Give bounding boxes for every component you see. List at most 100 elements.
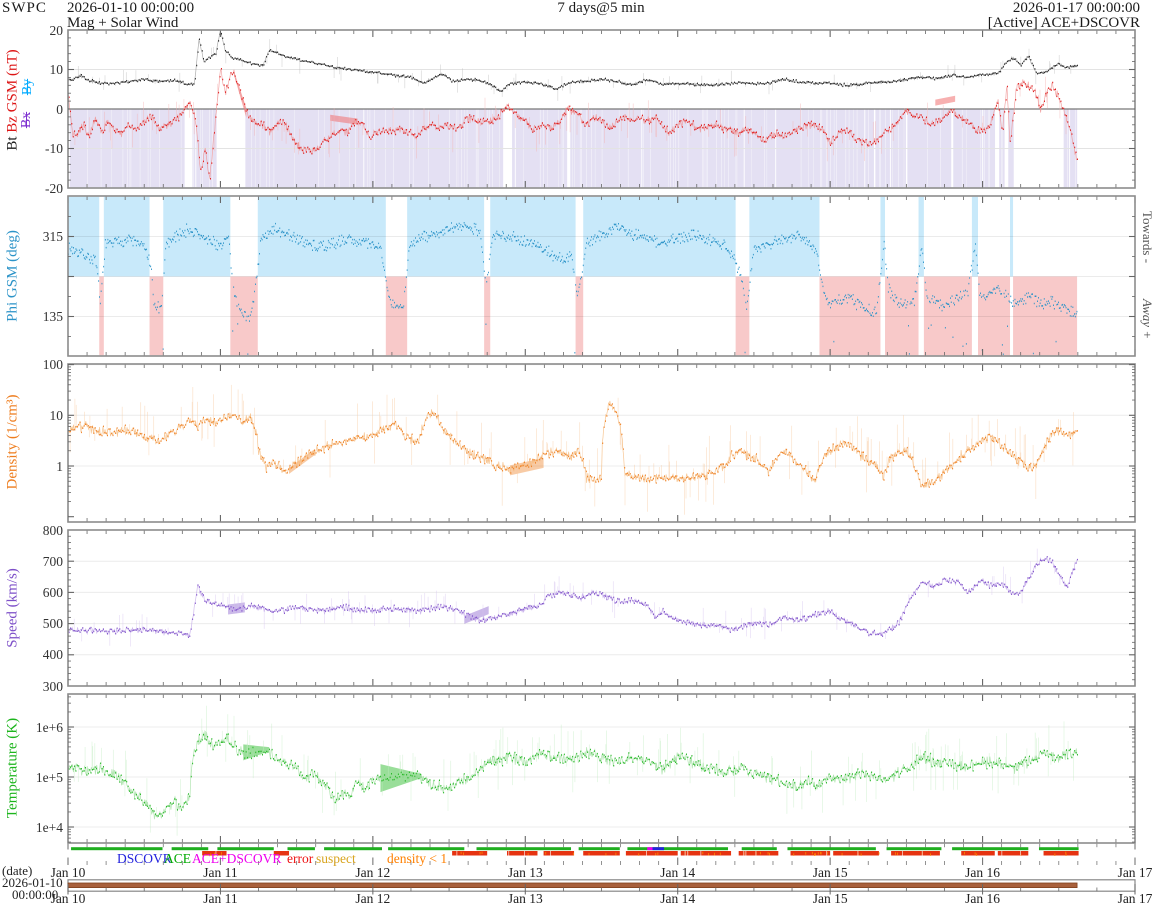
bt-series (68, 30, 1078, 101)
speed-series (68, 548, 1078, 647)
away-sector-band (484, 276, 491, 356)
away-sector-band (977, 276, 1011, 356)
y-tick-label: 700 (42, 553, 63, 569)
y-tick-label: 1e+6 (35, 719, 63, 735)
date-label: Jan 15 (812, 865, 848, 880)
status-error-segment (738, 851, 779, 856)
date-label: Jan 10 (50, 865, 86, 880)
status-error-segment (506, 851, 538, 856)
status-good-segment (886, 847, 942, 851)
y-tick-label: 0 (56, 101, 63, 117)
date-label-secondary: Jan 12 (355, 891, 391, 905)
date-label-secondary: Jan 13 (507, 891, 543, 905)
status-error-segment (273, 851, 290, 856)
legend-ace-dscovr: ACE+DSCOVR (192, 851, 282, 866)
legend-dscovr: DSCOVR (117, 851, 172, 866)
end-datetime: 2026-01-17 00:00:00 (1012, 0, 1140, 16)
date-label: Jan 13 (507, 865, 543, 880)
status-good-segment (1038, 847, 1079, 851)
status-error-segment (961, 851, 995, 856)
status-good-segment (741, 847, 777, 851)
status-error-segment (543, 851, 575, 856)
panel-border (67, 363, 1136, 523)
legend-suspect: suspect (316, 851, 356, 866)
status-good-segment (476, 847, 572, 851)
y-tick-label: 800 (42, 522, 63, 538)
status-error-segment (625, 851, 678, 856)
toward-sector-band (971, 196, 978, 277)
away-sector-band (819, 276, 881, 356)
y-tick-label: 1e+4 (35, 819, 63, 835)
status-good-segment (287, 847, 315, 851)
date-label-secondary: Jan 14 (660, 891, 696, 905)
panel-border (67, 693, 1136, 844)
status-error-segment (583, 851, 620, 856)
toward-sector-band (880, 196, 886, 277)
status-error-segment (1043, 851, 1079, 856)
status-magenta-segment (647, 847, 653, 851)
toward-sector-band (407, 196, 485, 277)
status-good-segment (171, 847, 209, 851)
y-tick-label: 1e+5 (35, 769, 63, 785)
plot-title: Mag + Solar Wind (67, 15, 179, 31)
away-sector-band (385, 276, 408, 356)
status-good-segment (388, 847, 465, 851)
date-label: Jan 14 (660, 865, 696, 880)
date-caption: (date) (2, 863, 33, 878)
source-mode-label: [Active] ACE+DSCOVR (987, 15, 1140, 31)
date-label: Jan 12 (355, 865, 391, 880)
toward-sector-band (583, 196, 736, 277)
temperature-series (68, 705, 1078, 836)
date-label-secondary: Jan 17 (1117, 891, 1153, 905)
y-tick-label: 600 (42, 584, 63, 600)
bz-series (68, 67, 1078, 180)
start-datetime: 2026-01-10 00:00:00 (67, 0, 195, 16)
status-blue-segment (652, 847, 664, 851)
status-good-segment (787, 847, 876, 851)
y-tick-label: 300 (42, 678, 63, 694)
toward-sector-band (1010, 196, 1014, 277)
away-sector-band (149, 276, 164, 356)
legend-density-lt-1: density < 1 (387, 851, 448, 866)
y-tick-label: -10 (45, 141, 63, 156)
y-tick-label: 135 (42, 309, 63, 324)
date-label-secondary: Jan 15 (812, 891, 848, 905)
toward-sector-band (103, 196, 150, 277)
y-tick-label: -20 (45, 180, 63, 196)
toward-sector-band (490, 196, 576, 277)
status-error-segment (833, 851, 879, 856)
status-good-segment (324, 847, 383, 851)
date-label-secondary: Jan 16 (965, 891, 1000, 905)
status-error-segment (997, 851, 1029, 856)
away-sector-band (735, 276, 750, 356)
date-label-secondary: Jan 11 (203, 891, 238, 905)
away-sector-band (230, 276, 258, 356)
coverage-bar[interactable] (67, 882, 1078, 888)
footer-start-time: 00:00:00 (12, 887, 59, 902)
status-good-segment (952, 847, 1029, 851)
legend-ace: ACE (164, 851, 191, 866)
away-sector-band (885, 276, 919, 356)
status-good-segment (217, 847, 274, 851)
toward-sector-label: Towards - (1140, 210, 1155, 264)
brand-logo: SWPC (2, 0, 47, 16)
status-error-segment (790, 851, 831, 856)
away-sector-band (1013, 276, 1078, 356)
status-good-segment (71, 847, 163, 851)
away-sector-label: Away + (1140, 298, 1155, 340)
y-tick-label: 1 (56, 458, 63, 474)
y-tick-label: 10 (49, 407, 64, 423)
toward-sector-band (257, 196, 386, 277)
y-tick-label: 10 (49, 62, 64, 77)
y-tick-label: 20 (49, 22, 64, 38)
status-error-segment (680, 851, 732, 856)
status-good-segment (627, 847, 729, 851)
density-series (68, 384, 1078, 515)
by-label-struck: By (20, 78, 35, 96)
status-error-segment (891, 851, 940, 856)
y-tick-label: 400 (42, 647, 63, 663)
date-label: Jan 11 (203, 865, 238, 880)
y-tick-label: 500 (42, 616, 63, 632)
